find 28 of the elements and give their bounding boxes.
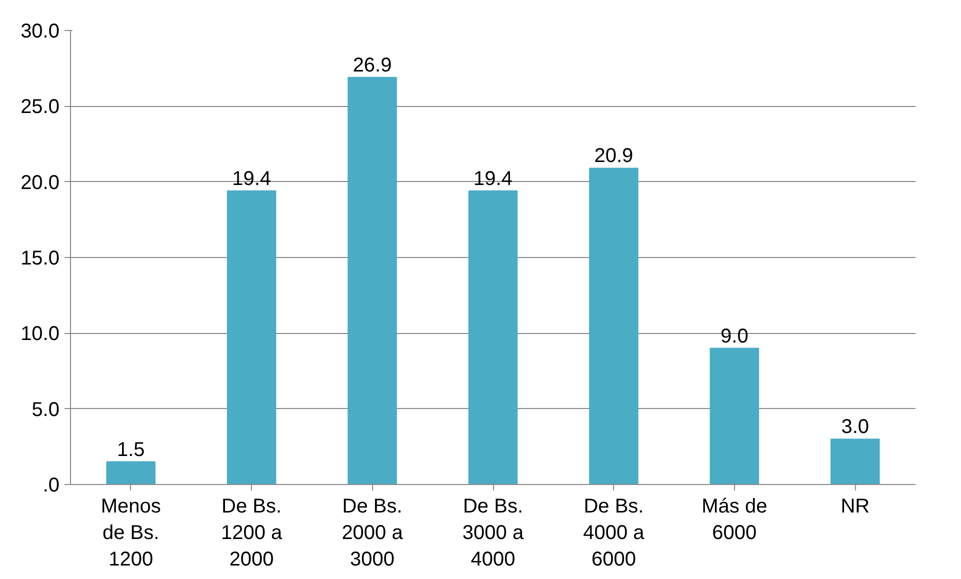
bar [468, 190, 518, 484]
bar [348, 76, 397, 484]
bar [106, 461, 156, 484]
y-tick-label: 30.0 [20, 20, 60, 42]
x-tick-label: De Bs. 1200 a 2000 [220, 496, 284, 570]
x-tick-label: NR [840, 496, 870, 518]
bar [710, 348, 760, 484]
data-label: 9.0 [720, 325, 748, 348]
x-tick-label: De Bs. 4000 a 6000 [583, 496, 646, 570]
x-tick-label: Menos de Bs. 1200 [100, 496, 161, 570]
data-label: 20.9 [594, 145, 634, 168]
data-label: 19.4 [232, 168, 272, 190]
data-label: 3.0 [841, 416, 870, 438]
y-tick-label: 5.0 [32, 398, 60, 421]
x-tick-label: De Bs. 2000 a 3000 [342, 496, 404, 570]
x-tick-label: De Bs. 3000 a 4000 [462, 496, 524, 570]
data-label: 1.5 [116, 438, 145, 461]
y-tick-label: 15.0 [20, 248, 60, 270]
y-tick-label: 10.0 [20, 323, 60, 346]
bar [226, 190, 276, 484]
bar [589, 168, 638, 484]
y-tick-label: 20.0 [20, 172, 60, 194]
data-label: 26.9 [352, 54, 392, 76]
x-tick-label: Más de 6000 [702, 496, 768, 544]
y-tick-label: 25.0 [20, 96, 60, 118]
bar [830, 438, 880, 484]
data-label: 19.4 [474, 168, 512, 190]
y-tick-label: .0 [42, 474, 60, 496]
